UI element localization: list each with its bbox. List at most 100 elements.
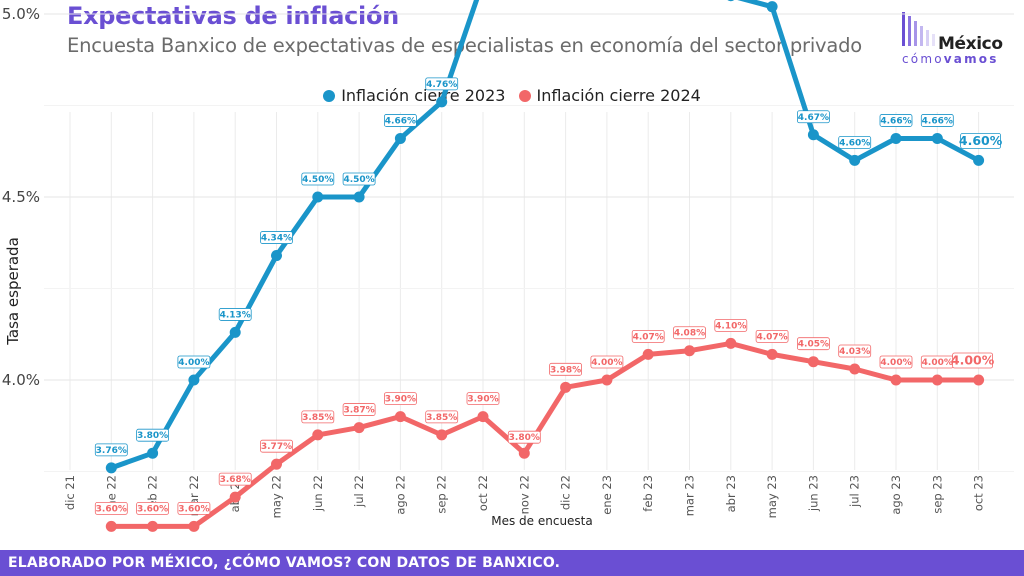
data-label-box	[714, 318, 748, 332]
data-label-box	[466, 392, 500, 406]
data-point	[684, 345, 695, 357]
x-tick-label: jun 23	[806, 475, 820, 512]
data-label: 4.00%	[880, 358, 911, 368]
data-point	[353, 191, 365, 203]
data-label-box	[952, 352, 993, 369]
data-label: 4.00%	[591, 358, 622, 368]
x-tick-label: oct 23	[972, 475, 986, 511]
y-tick-label: 4.0%	[2, 371, 40, 389]
data-point	[890, 132, 902, 144]
data-label: 4.66%	[922, 116, 953, 126]
data-label: 4.76%	[426, 80, 457, 90]
data-label-box	[218, 308, 252, 321]
data-label: 3.77%	[261, 442, 292, 452]
data-point	[642, 348, 654, 360]
data-label-box	[342, 403, 376, 416]
data-point	[188, 520, 200, 532]
x-tick-label: nov 22	[517, 475, 531, 514]
data-point	[147, 447, 159, 459]
data-point	[353, 422, 365, 434]
data-label-box	[879, 114, 913, 127]
data-point	[436, 429, 448, 441]
legend-label-2023: Inflación cierre 2023	[341, 86, 506, 105]
data-label: 4.67%	[798, 113, 829, 123]
data-label: 3.98%	[550, 365, 581, 375]
data-label: 3.60%	[178, 504, 209, 514]
data-label-box	[755, 329, 789, 343]
data-label: 4.00%	[922, 358, 953, 368]
x-tick-label: abr 23	[724, 475, 738, 512]
data-label-box	[342, 172, 376, 186]
data-point	[394, 132, 406, 144]
x-tick-label: sep 23	[930, 475, 944, 514]
data-label-box	[177, 501, 211, 515]
x-tick-label: jun 22	[311, 475, 325, 512]
x-tick-label: feb 23	[641, 475, 655, 512]
data-label: 4.60%	[959, 133, 1003, 148]
mexico-como-vamos-logo: México cómovamos	[900, 10, 1018, 68]
data-point	[766, 348, 778, 360]
data-label-box	[94, 501, 128, 515]
data-point	[807, 129, 819, 141]
data-label-box	[425, 77, 459, 91]
x-tick-label: oct 22	[476, 475, 490, 511]
data-label-box	[177, 355, 211, 369]
data-label-box	[383, 392, 417, 406]
data-label-box	[218, 472, 252, 486]
data-label: 4.03%	[839, 347, 870, 357]
y-axis-title: Tasa esperada	[4, 237, 22, 346]
data-label-box	[838, 135, 872, 149]
data-point	[312, 429, 324, 441]
legend-marker-2023	[323, 89, 336, 102]
x-tick-label: ene 23	[600, 475, 614, 515]
plot-area	[44, 112, 1014, 470]
data-label: 3.68%	[220, 475, 251, 485]
legend-marker-2024	[518, 89, 531, 102]
x-tick-label: may 22	[270, 475, 284, 518]
data-label: 4.34%	[261, 234, 292, 244]
data-label-box	[301, 172, 335, 186]
y-tick-label: 5.0%	[2, 5, 40, 23]
chart-title: Expectativas de inflación	[67, 2, 399, 30]
x-tick-label: dic 22	[559, 475, 573, 510]
data-point	[394, 411, 406, 423]
data-label-box	[136, 501, 170, 515]
data-label: 4.07%	[633, 332, 664, 342]
data-label-box	[549, 362, 582, 376]
data-point	[560, 381, 572, 393]
x-tick-label: ago 22	[393, 475, 407, 515]
data-label-box	[260, 439, 293, 453]
data-label: 4.66%	[385, 116, 416, 126]
logo-text-mexico: México	[938, 34, 1003, 54]
data-label: 3.87%	[343, 406, 374, 416]
logo-text-como-vamos: cómovamos	[902, 52, 999, 66]
data-label: 4.00%	[951, 353, 995, 368]
data-label-box	[136, 428, 170, 442]
data-label: 4.05%	[798, 340, 829, 350]
x-axis-title: Mes de encuesta	[491, 514, 593, 528]
data-label: 3.90%	[467, 395, 498, 405]
data-label: 4.00%	[178, 358, 209, 368]
data-label: 3.60%	[137, 504, 168, 514]
data-label: 4.07%	[756, 332, 787, 342]
data-point	[105, 462, 117, 474]
data-label-box	[631, 329, 665, 343]
data-point	[436, 96, 448, 108]
data-point	[725, 337, 737, 349]
data-label-box	[507, 430, 541, 444]
data-point	[890, 374, 902, 386]
data-label-box	[425, 410, 459, 424]
chart-subtitle: Encuesta Banxico de expectativas de espe…	[67, 34, 863, 57]
legend-item-2024: Inflación cierre 2024	[518, 86, 701, 105]
data-point	[849, 363, 861, 375]
y-tick-label: 4.5%	[2, 188, 40, 206]
data-point	[973, 154, 985, 166]
data-point	[931, 132, 943, 144]
data-label: 4.50%	[302, 175, 333, 185]
footer-credit: ELABORADO POR MÉXICO, ¿CÓMO VAMOS? CON D…	[0, 550, 1024, 576]
series-line-2024	[108, 340, 982, 529]
data-point	[105, 520, 117, 532]
data-point	[271, 250, 282, 262]
data-point	[188, 374, 200, 386]
